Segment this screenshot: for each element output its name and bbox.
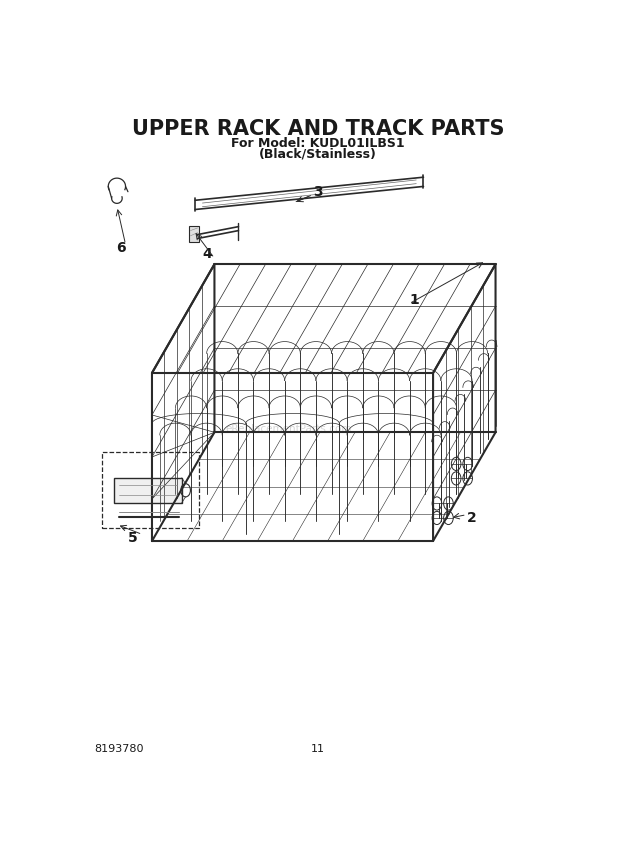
Text: eReplacementParts.com: eReplacementParts.com <box>226 424 352 434</box>
Text: 4: 4 <box>202 247 212 261</box>
Text: (Black/Stainless): (Black/Stainless) <box>259 147 377 161</box>
Text: For Model: KUDL01ILBS1: For Model: KUDL01ILBS1 <box>231 137 405 150</box>
Bar <box>189 226 198 242</box>
Text: 3: 3 <box>313 185 322 199</box>
Text: 1: 1 <box>409 294 419 307</box>
Text: 8193780: 8193780 <box>94 744 144 753</box>
Text: 5: 5 <box>128 531 138 544</box>
Text: 2: 2 <box>467 511 476 525</box>
Text: UPPER RACK AND TRACK PARTS: UPPER RACK AND TRACK PARTS <box>131 119 504 139</box>
Bar <box>102 452 198 528</box>
Text: 6: 6 <box>116 241 126 255</box>
Text: 11: 11 <box>311 744 325 753</box>
Bar <box>115 478 182 502</box>
